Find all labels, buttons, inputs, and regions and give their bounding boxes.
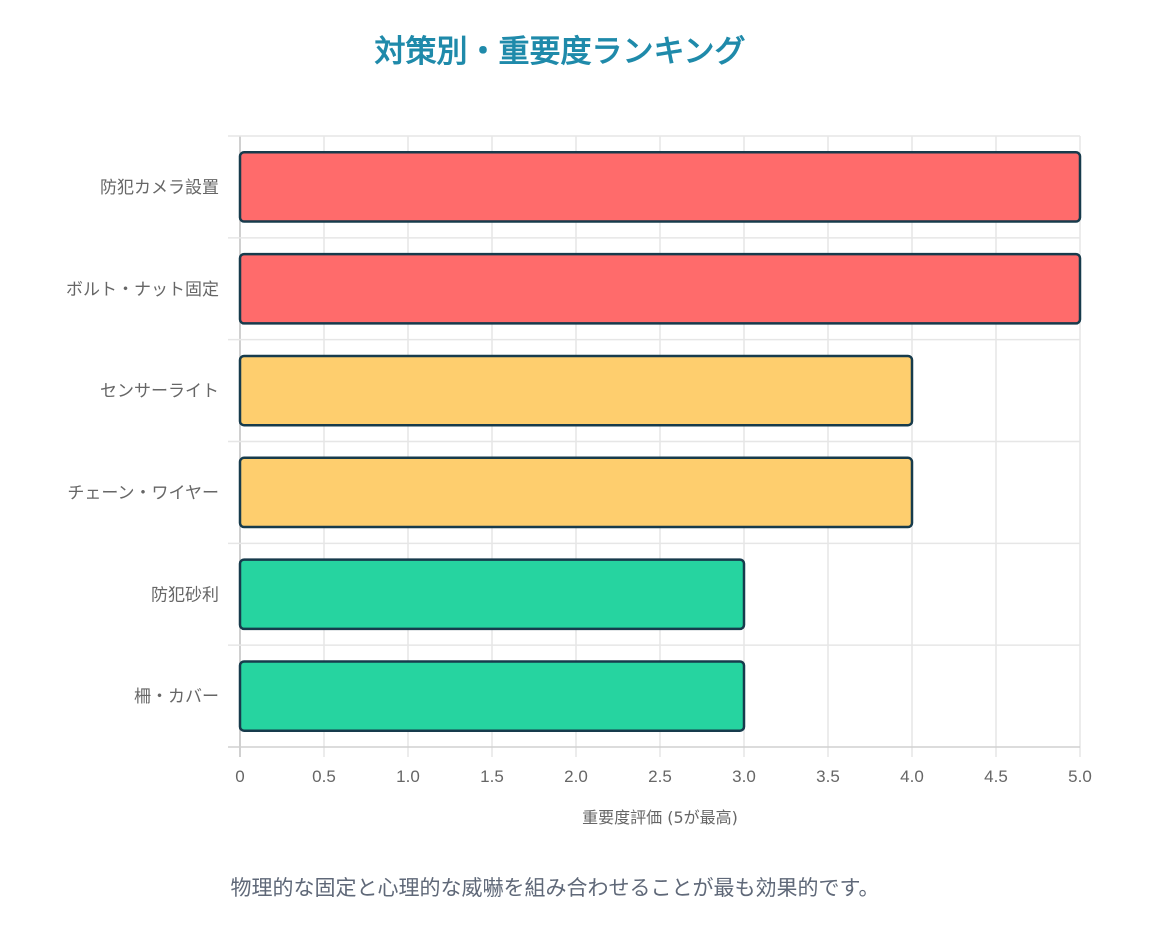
- bar: [238, 354, 914, 427]
- x-tick-label: 2.5: [648, 767, 672, 786]
- bar-chart: 0 0.5 1.0 1.5 2.0 2.5 3.0 3.5 4.0 4.5 5.0 防犯カメラ設置ボル…: [66, 135, 1092, 827]
- y-tick-label: センサーライト: [100, 382, 219, 402]
- chart-note: 物理的な固定と心理的な威嚇を組み合わせることが最も効果的です。: [230, 876, 880, 900]
- x-tick-label: 0: [235, 767, 244, 786]
- x-tick-label: 4.5: [984, 767, 1008, 786]
- bar: [238, 252, 1082, 325]
- x-axis-label: 重要度評価 (5が最高): [582, 808, 738, 827]
- x-tick-label: 3.0: [732, 767, 756, 786]
- chart-title: 対策別・重要度ランキング: [374, 34, 746, 70]
- x-tick-label: 1.5: [480, 767, 504, 786]
- y-tick-label: 防犯砂利: [151, 585, 219, 605]
- bar: [238, 151, 1082, 223]
- x-tick-label: 0.5: [312, 767, 336, 786]
- y-tick-label: 柵・カバー: [134, 687, 219, 707]
- x-tick-label: 1.0: [396, 767, 420, 786]
- x-tick-label: 2.0: [564, 767, 588, 786]
- bar: [238, 456, 914, 529]
- y-tick-label: ボルト・ナット固定: [66, 280, 219, 300]
- x-tick-label: 4.0: [900, 767, 924, 786]
- bar: [238, 558, 746, 631]
- x-tick-label: 5.0: [1068, 767, 1092, 786]
- x-tick-label: 3.5: [816, 767, 840, 786]
- y-tick-label: 防犯カメラ設置: [100, 178, 219, 198]
- bar: [238, 660, 746, 732]
- y-tick-label: チェーン・ワイヤー: [67, 483, 219, 503]
